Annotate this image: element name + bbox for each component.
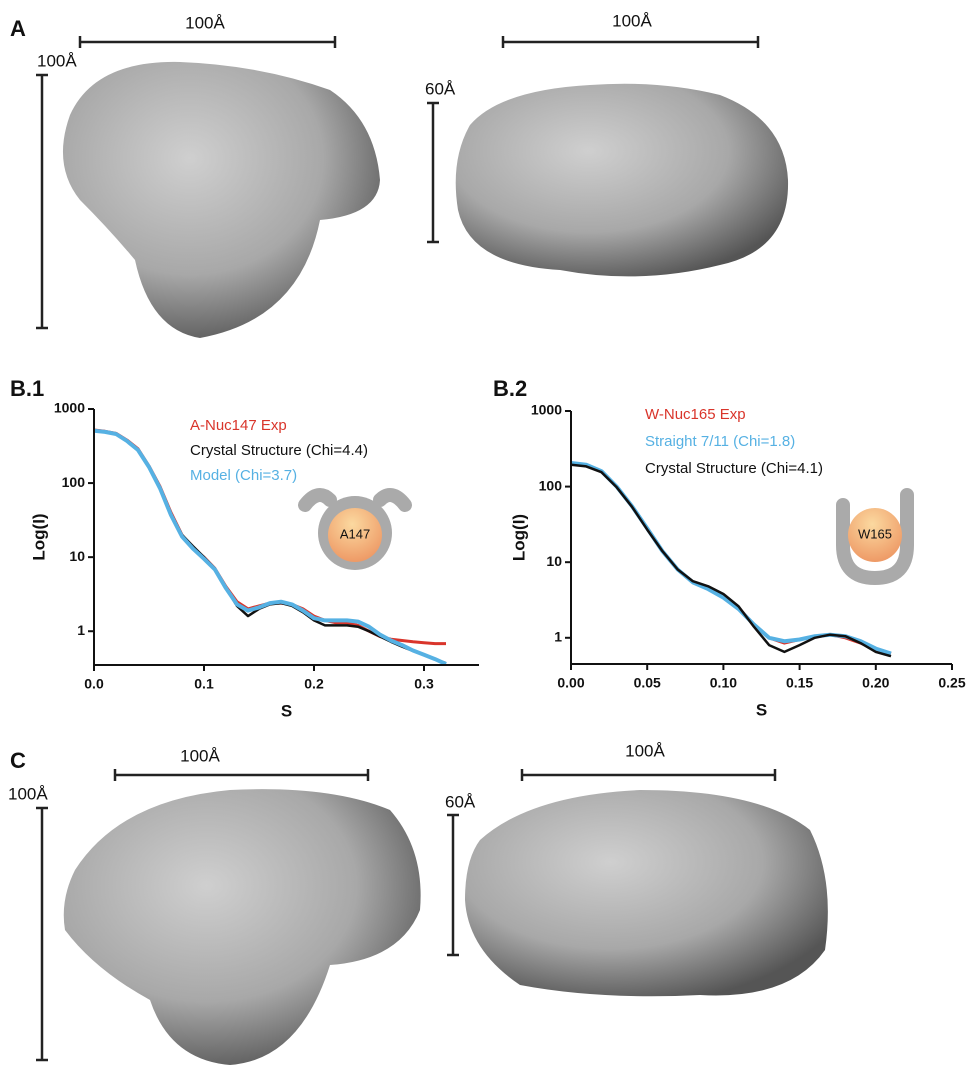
scale-label: 100Å — [8, 784, 48, 803]
scale-bar — [36, 75, 48, 328]
scale-bar — [447, 815, 459, 955]
scale-label: 100Å — [37, 51, 77, 70]
scale-label: 100Å — [625, 741, 665, 760]
structure-image — [456, 84, 788, 277]
y-tick-label: 10 — [546, 553, 562, 569]
scale-bar — [427, 103, 439, 242]
y-tick-label: 100 — [539, 477, 563, 493]
inset-label: W165 — [858, 526, 892, 541]
x-tick-label: 0.05 — [634, 675, 661, 691]
y-tick-label: 100 — [62, 474, 86, 490]
y-tick-label: 1 — [554, 628, 562, 644]
scale-bar — [36, 808, 48, 1060]
legend-entry: Model (Chi=3.7) — [190, 467, 297, 484]
y-axis-label: Log(I) — [29, 513, 48, 560]
panel-label: B.1 — [10, 376, 44, 401]
legend-entry: Crystal Structure (Chi=4.4) — [190, 442, 368, 459]
scale-label: 100Å — [180, 746, 220, 765]
scale-label: 60Å — [445, 792, 476, 811]
y-axis-label: Log(I) — [509, 514, 528, 561]
scale-label: 60Å — [425, 79, 456, 98]
y-tick-label: 1 — [77, 622, 85, 638]
x-tick-label: 0.20 — [862, 675, 889, 691]
x-tick-label: 0.0 — [84, 676, 104, 692]
x-axis-label: S — [756, 700, 767, 719]
structure-image — [63, 62, 380, 338]
panel-label: C — [10, 748, 26, 773]
scale-bar — [80, 36, 335, 48]
panel-label: A — [10, 16, 26, 41]
legend-entry: W-Nuc165 Exp — [645, 406, 746, 423]
x-tick-label: 0.3 — [414, 676, 434, 692]
x-tick-label: 0.2 — [304, 676, 324, 692]
scale-bar — [522, 769, 775, 781]
x-tick-label: 0.25 — [938, 675, 965, 691]
scale-label: 100Å — [185, 13, 225, 32]
figure: A 100Å 100Å 100Å 60Å C 100Å 100Å 100Å 60… — [0, 0, 971, 1075]
x-tick-label: 0.00 — [557, 675, 584, 691]
panel-label: B.2 — [493, 376, 527, 401]
legend-entry: A-Nuc147 Exp — [190, 417, 287, 434]
legend-entry: Straight 7/11 (Chi=1.8) — [645, 433, 795, 450]
data-line — [94, 431, 446, 664]
y-tick-label: 1000 — [54, 400, 85, 416]
structure-image — [64, 789, 421, 1065]
y-tick-label: 10 — [69, 548, 85, 564]
scale-bar — [503, 36, 758, 48]
x-tick-label: 0.1 — [194, 676, 214, 692]
structure-image — [465, 790, 828, 996]
y-tick-label: 1000 — [531, 402, 562, 418]
x-axis-label: S — [281, 701, 292, 720]
x-tick-label: 0.15 — [786, 675, 813, 691]
scale-label: 100Å — [612, 11, 652, 30]
x-tick-label: 0.10 — [710, 675, 737, 691]
inset-label: A147 — [340, 526, 370, 541]
legend-entry: Crystal Structure (Chi=4.1) — [645, 460, 823, 477]
scale-bar — [115, 769, 368, 781]
